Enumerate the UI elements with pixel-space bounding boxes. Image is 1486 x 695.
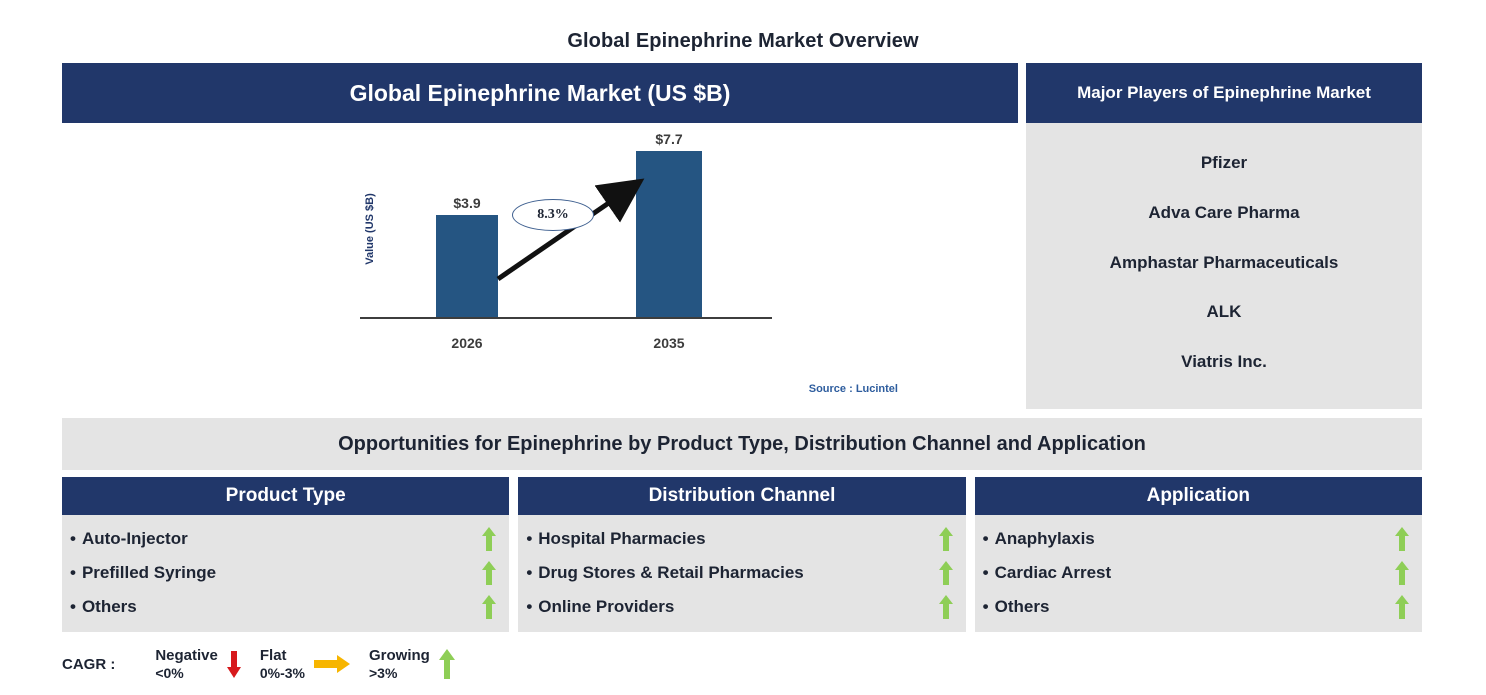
legend-item-flat: Flat 0%-3% bbox=[259, 647, 351, 681]
cagr-legend-title: CAGR : bbox=[62, 655, 116, 673]
list-item-label: Hospital Pharmacies bbox=[526, 529, 705, 549]
list-item-label: Drug Stores & Retail Pharmacies bbox=[526, 563, 803, 583]
column-header: Application bbox=[974, 477, 1422, 515]
arrow-up-icon bbox=[938, 594, 953, 619]
legend-range: >3% bbox=[369, 664, 398, 681]
arrow-up-icon bbox=[482, 526, 497, 551]
column-body: Anaphylaxis Cardiac Arrest Others bbox=[974, 515, 1422, 632]
list-item: Online Providers bbox=[526, 591, 953, 622]
major-players-card: Major Players of Epinephrine Market Pfiz… bbox=[1026, 63, 1422, 409]
bar-2026 bbox=[436, 215, 498, 317]
market-chart-card: Global Epinephrine Market (US $B) Value … bbox=[62, 63, 1018, 409]
arrow-up-icon bbox=[938, 560, 953, 585]
arrow-up-icon bbox=[1394, 560, 1409, 585]
cagr-growth-arrow-icon bbox=[496, 178, 645, 282]
column-body: Auto-Injector Prefilled Syringe Others bbox=[62, 515, 510, 632]
arrow-up-icon bbox=[438, 649, 455, 679]
chart-x-axis bbox=[360, 317, 772, 319]
legend-item-negative: Negative <0% bbox=[155, 647, 242, 681]
list-item-label: Others bbox=[983, 597, 1050, 617]
legend-label: Negative bbox=[155, 647, 218, 665]
list-item: Others bbox=[70, 591, 497, 622]
list-item: ALK bbox=[1206, 302, 1242, 322]
legend-range: <0% bbox=[155, 664, 184, 681]
chart-plot-area: Value (US $B) $3.9 $7.7 2026 2035 bbox=[62, 123, 1018, 409]
cagr-value-bubble: 8.3% bbox=[512, 199, 594, 231]
list-item: Prefilled Syringe bbox=[70, 557, 497, 588]
x-tick-2026: 2026 bbox=[451, 335, 483, 351]
column-header: Product Type bbox=[62, 477, 510, 515]
column-application: Application Anaphylaxis Cardiac Arrest O… bbox=[974, 477, 1422, 632]
column-product-type: Product Type Auto-Injector Prefilled Syr… bbox=[62, 477, 510, 632]
list-item: Adva Care Pharma bbox=[1148, 203, 1300, 223]
chart-plot: $3.9 $7.7 2026 2035 8.3% bbox=[360, 131, 772, 379]
list-item-label: Cardiac Arrest bbox=[983, 563, 1112, 583]
legend-range: 0%-3% bbox=[259, 664, 305, 681]
players-list: Pfizer Adva Care Pharma Amphastar Pharma… bbox=[1026, 123, 1422, 409]
list-item: Viatris Inc. bbox=[1181, 351, 1267, 371]
page-title: Global Epinephrine Market Overview bbox=[567, 30, 919, 52]
list-item: Anaphylaxis bbox=[983, 523, 1410, 554]
cagr-legend: CAGR : Negative <0% Flat 0%-3% Growing >… bbox=[62, 640, 456, 688]
list-item-label: Auto-Injector bbox=[70, 529, 188, 549]
arrow-up-icon bbox=[482, 560, 497, 585]
arrow-up-icon bbox=[1394, 526, 1409, 551]
arrow-right-icon bbox=[314, 655, 350, 673]
column-header: Distribution Channel bbox=[518, 477, 966, 515]
opportunities-banner: Opportunities for Epinephrine by Product… bbox=[62, 418, 1422, 470]
list-item: Pfizer bbox=[1200, 153, 1248, 173]
list-item-label: Others bbox=[70, 597, 137, 617]
top-row: Global Epinephrine Market (US $B) Value … bbox=[62, 63, 1422, 409]
list-item: Others bbox=[983, 591, 1410, 622]
list-item: Hospital Pharmacies bbox=[526, 523, 953, 554]
bar-value-2026: $3.9 bbox=[453, 195, 481, 211]
list-item: Auto-Injector bbox=[70, 523, 497, 554]
chart-panel-header: Global Epinephrine Market (US $B) bbox=[62, 63, 1018, 123]
list-item: Amphastar Pharmaceuticals bbox=[1109, 252, 1339, 272]
bar-2035 bbox=[636, 151, 702, 317]
column-body: Hospital Pharmacies Drug Stores & Retail… bbox=[518, 515, 966, 632]
column-distribution-channel: Distribution Channel Hospital Pharmacies… bbox=[518, 477, 966, 632]
legend-label: Growing bbox=[369, 647, 430, 665]
list-item-label: Online Providers bbox=[526, 597, 674, 617]
list-item: Drug Stores & Retail Pharmacies bbox=[526, 557, 953, 588]
arrow-down-icon bbox=[226, 651, 241, 678]
x-tick-2035: 2035 bbox=[653, 335, 685, 351]
bar-value-2035: $7.7 bbox=[655, 131, 683, 147]
list-item: Cardiac Arrest bbox=[983, 557, 1410, 588]
arrow-up-icon bbox=[1394, 594, 1409, 619]
arrow-up-icon bbox=[482, 594, 497, 619]
arrow-up-icon bbox=[938, 526, 953, 551]
legend-item-growing: Growing >3% bbox=[369, 647, 456, 681]
players-panel-header: Major Players of Epinephrine Market bbox=[1026, 63, 1422, 123]
opportunity-columns: Product Type Auto-Injector Prefilled Syr… bbox=[62, 477, 1422, 632]
legend-label: Flat bbox=[259, 647, 287, 665]
chart-source-note: Source : Lucintel bbox=[808, 383, 898, 395]
list-item-label: Anaphylaxis bbox=[983, 529, 1095, 549]
list-item-label: Prefilled Syringe bbox=[70, 563, 216, 583]
